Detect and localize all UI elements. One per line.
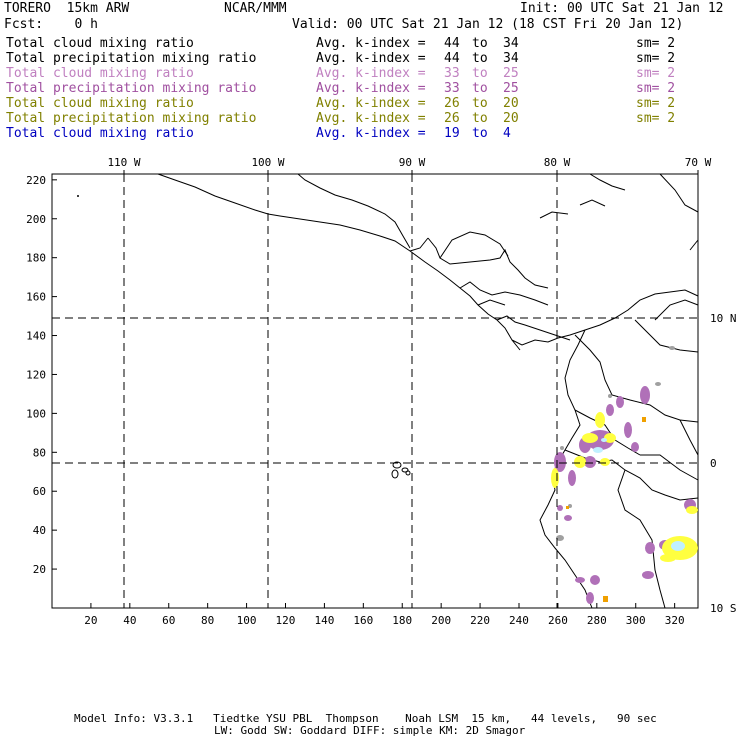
lon-label: 90 W bbox=[399, 156, 426, 169]
legend-field: Total precipitation mixing ratio bbox=[6, 111, 257, 126]
legend-sm: sm= 2 bbox=[636, 111, 676, 126]
legend-from: 44 bbox=[444, 36, 460, 51]
legend-field: Total cloud mixing ratio bbox=[6, 36, 194, 51]
legend-sm: sm= 2 bbox=[636, 51, 676, 66]
x-tick-label: 180 bbox=[392, 614, 412, 627]
galapagos-islands bbox=[391, 461, 411, 479]
lon-label: 70 W bbox=[685, 156, 712, 169]
legend-to: 34 bbox=[503, 51, 519, 66]
legend-index-label: Avg. k-index = bbox=[316, 36, 426, 51]
y-tick-label: 160 bbox=[26, 291, 46, 304]
legend-field: Total cloud mixing ratio bbox=[6, 66, 194, 81]
island-dot bbox=[77, 195, 79, 197]
forecast-hour: Fcst: 0 h bbox=[4, 17, 98, 32]
lat-label: 10 N bbox=[710, 312, 737, 325]
init-time: Init: 00 UTC Sat 21 Jan 12 bbox=[520, 1, 724, 16]
model-title: TORERO 15km ARW bbox=[4, 1, 130, 16]
legend-sm: sm= 2 bbox=[636, 96, 676, 111]
legend-to-word: to bbox=[472, 96, 488, 111]
lon-label: 110 W bbox=[107, 156, 140, 169]
valid-time: Valid: 00 UTC Sat 21 Jan 12 (18 CST Fri … bbox=[292, 17, 684, 32]
legend-from: 33 bbox=[444, 81, 460, 96]
legend-from: 44 bbox=[444, 51, 460, 66]
lat-label: 10 S bbox=[710, 602, 737, 615]
y-tick-label: 180 bbox=[26, 252, 46, 265]
legend-to: 20 bbox=[503, 111, 519, 126]
x-tick-label: 240 bbox=[509, 614, 529, 627]
y-tick-label: 20 bbox=[33, 563, 46, 576]
legend-to: 25 bbox=[503, 81, 519, 96]
model-info-line2: LW: Godd SW: Goddard DIFF: simple KM: 2D… bbox=[214, 724, 526, 737]
x-tick-label: 100 bbox=[237, 614, 257, 627]
x-tick-label: 60 bbox=[162, 614, 175, 627]
lon-label: 100 W bbox=[251, 156, 284, 169]
legend-to-word: to bbox=[472, 51, 488, 66]
legend-from: 26 bbox=[444, 96, 460, 111]
legend-to-word: to bbox=[472, 36, 488, 51]
center-label: NCAR/MMM bbox=[224, 1, 287, 16]
y-tick-label: 60 bbox=[33, 485, 46, 498]
y-tick-label: 220 bbox=[26, 174, 46, 187]
latlon-grid bbox=[52, 174, 698, 608]
y-tick-label: 200 bbox=[26, 213, 46, 226]
legend-from: 26 bbox=[444, 111, 460, 126]
legend-field: Total precipitation mixing ratio bbox=[6, 51, 257, 66]
y-tick-label: 140 bbox=[26, 330, 46, 343]
legend-field: Total cloud mixing ratio bbox=[6, 126, 194, 141]
legend-to: 4 bbox=[503, 126, 511, 141]
legend-sm: sm= 2 bbox=[636, 81, 676, 96]
legend-index-label: Avg. k-index = bbox=[316, 51, 426, 66]
legend-to-word: to bbox=[472, 81, 488, 96]
x-tick-label: 140 bbox=[314, 614, 334, 627]
x-tick-label: 280 bbox=[587, 614, 607, 627]
legend-index-label: Avg. k-index = bbox=[316, 66, 426, 81]
y-tick-label: 120 bbox=[26, 368, 46, 381]
x-tick-label: 300 bbox=[626, 614, 646, 627]
legend-field: Total precipitation mixing ratio bbox=[6, 81, 257, 96]
y-tick-label: 40 bbox=[33, 524, 46, 537]
legend-to: 25 bbox=[503, 66, 519, 81]
legend-to: 20 bbox=[503, 96, 519, 111]
lat-label: 0 bbox=[710, 457, 717, 470]
x-tick-label: 260 bbox=[548, 614, 568, 627]
legend-to: 34 bbox=[503, 36, 519, 51]
lon-ticks bbox=[123, 170, 699, 174]
legend-index-label: Avg. k-index = bbox=[316, 111, 426, 126]
legend-from: 19 bbox=[444, 126, 460, 141]
x-tick-label: 40 bbox=[123, 614, 136, 627]
model-info-line1: Model Info: V3.3.1 Tiedtke YSU PBL Thomp… bbox=[74, 712, 657, 725]
legend-from: 33 bbox=[444, 66, 460, 81]
y-tick-label: 80 bbox=[33, 446, 46, 459]
legend-sm: sm= 2 bbox=[636, 66, 676, 81]
legend-sm: sm= 2 bbox=[636, 36, 676, 51]
legend-field: Total cloud mixing ratio bbox=[6, 96, 194, 111]
legend-index-label: Avg. k-index = bbox=[316, 96, 426, 111]
x-tick-label: 220 bbox=[470, 614, 490, 627]
lon-label: 80 W bbox=[544, 156, 571, 169]
y-tick-label: 100 bbox=[26, 407, 46, 420]
legend-to-word: to bbox=[472, 126, 488, 141]
coastlines bbox=[157, 173, 699, 609]
legend-index-label: Avg. k-index = bbox=[316, 81, 426, 96]
legend-to-word: to bbox=[472, 111, 488, 126]
cloud-precip-shading bbox=[551, 346, 698, 604]
legend-to-word: to bbox=[472, 66, 488, 81]
x-tick-label: 120 bbox=[276, 614, 296, 627]
plot-frame bbox=[51, 173, 699, 609]
x-tick-label: 320 bbox=[665, 614, 685, 627]
x-tick-label: 20 bbox=[84, 614, 97, 627]
x-tick-label: 80 bbox=[201, 614, 214, 627]
x-tick-label: 160 bbox=[353, 614, 373, 627]
legend-index-label: Avg. k-index = bbox=[316, 126, 426, 141]
x-tick-label: 200 bbox=[431, 614, 451, 627]
